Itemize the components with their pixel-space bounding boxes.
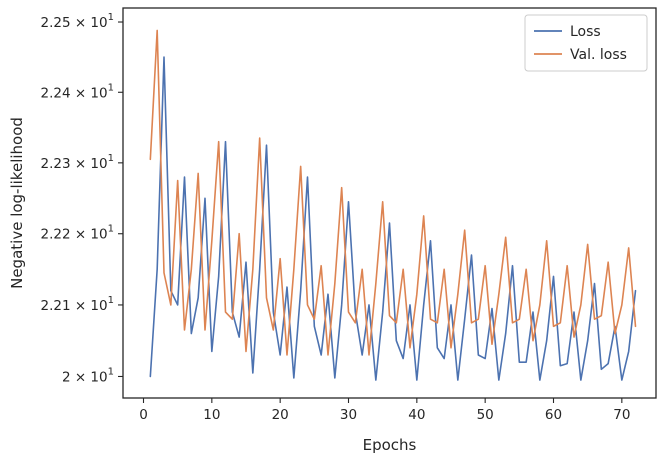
x-tick-label: 10	[203, 407, 220, 423]
y-tick-label: 2.22 × 101	[40, 224, 114, 243]
y-tick-label: 2 × 101	[62, 366, 114, 385]
x-tick-label: 40	[408, 407, 425, 423]
x-tick-label: 0	[139, 407, 148, 423]
y-axis-ticks: 2 × 101 2.21 × 101 2.22 × 101 2.23 × 101 2.2…	[40, 12, 123, 385]
x-axis-label: Epochs	[363, 436, 417, 454]
y-tick-label: 2.23 × 101	[40, 153, 114, 172]
legend: Loss Val. loss	[524, 14, 648, 72]
legend-box	[524, 14, 648, 72]
x-tick-label: 20	[272, 407, 289, 423]
y-tick-label: 2.25 × 101	[40, 12, 114, 31]
x-tick-label: 60	[545, 407, 562, 423]
y-axis-label: Negative log-likelihood	[8, 117, 26, 289]
series-lines	[149, 29, 637, 381]
series-line-loss	[149, 56, 637, 381]
x-tick-label: 70	[613, 407, 630, 423]
series-line-val-loss	[149, 29, 637, 356]
legend-label: Val. loss	[570, 47, 627, 63]
x-axis-ticks: 0 10 20 30 40 50 60 70	[139, 398, 630, 423]
y-tick-label: 2.24 × 101	[40, 82, 114, 101]
x-tick-label: 50	[477, 407, 494, 423]
y-tick-label: 2.21 × 101	[40, 295, 114, 314]
legend-label: Loss	[570, 24, 601, 40]
plot-frame	[122, 7, 657, 399]
x-tick-label: 30	[340, 407, 357, 423]
